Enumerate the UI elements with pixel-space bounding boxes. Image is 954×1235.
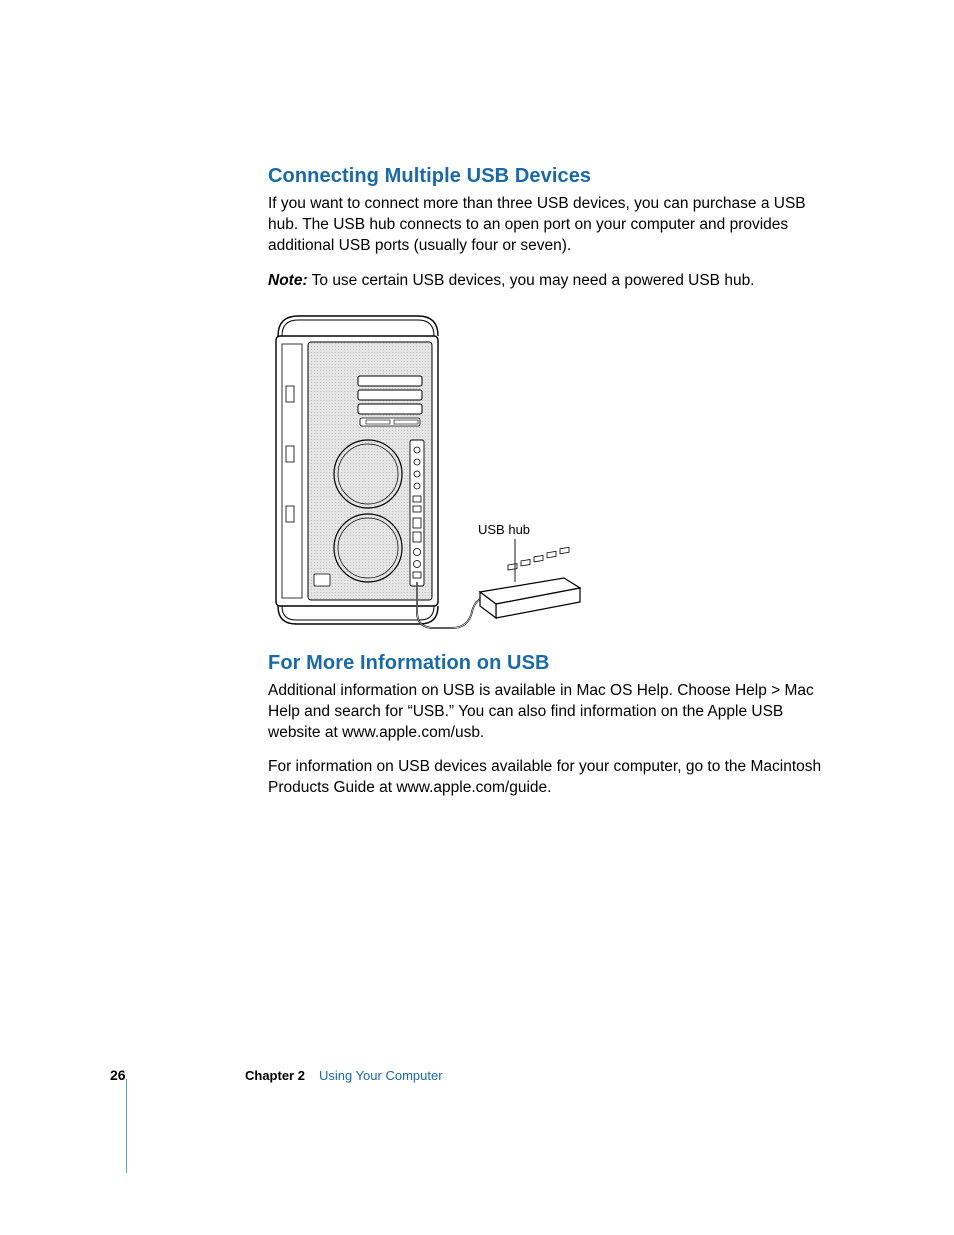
paragraph: If you want to connect more than three U…: [268, 194, 828, 257]
page-number: 26: [110, 1067, 245, 1083]
chapter-label: Chapter 2: [245, 1068, 305, 1083]
chapter-title: Using Your Computer: [319, 1068, 443, 1083]
section-heading-connecting: Connecting Multiple USB Devices: [268, 165, 828, 188]
figure-usb-hub: USB hub: [268, 306, 828, 636]
note-paragraph: Note: To use certain USB devices, you ma…: [268, 271, 828, 292]
usb-hub-icon: [480, 547, 580, 618]
page-content: Connecting Multiple USB Devices If you w…: [268, 165, 828, 813]
section-heading-more-info: For More Information on USB: [268, 652, 828, 675]
figure-callout-label: USB hub: [478, 522, 530, 537]
paragraph: Additional information on USB is availab…: [268, 681, 828, 744]
note-label: Note:: [268, 272, 308, 289]
note-text: To use certain USB devices, you may need…: [308, 272, 755, 289]
footer-rule: [126, 1079, 127, 1173]
paragraph: For information on USB devices available…: [268, 757, 828, 799]
tower-illustration: [268, 306, 588, 636]
page-footer: 26 Chapter 2 Using Your Computer: [110, 1065, 443, 1085]
